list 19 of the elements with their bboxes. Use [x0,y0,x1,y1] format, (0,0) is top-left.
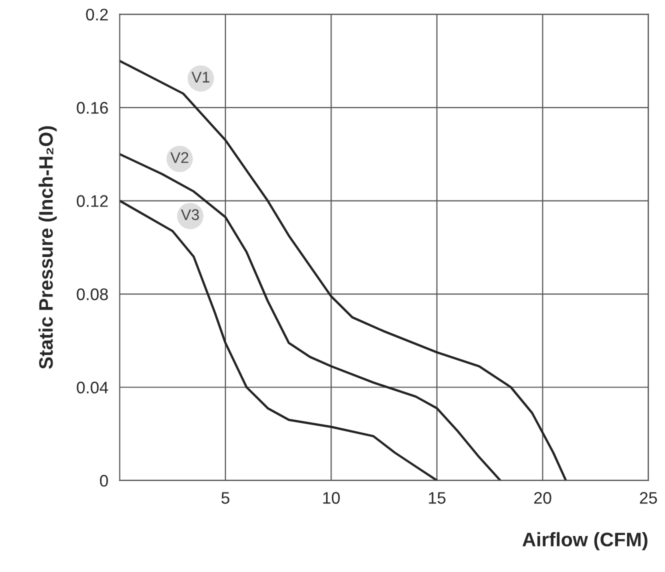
x-tick-label: 10 [323,492,340,504]
y-tick-label: 0 [100,474,108,487]
y-tick-label: 0.04 [76,382,108,394]
y-tick-label: 0.12 [76,195,108,207]
y-tick-label: 0.2 [86,8,108,21]
x-axis-title: Airflow (CFM) [522,532,648,550]
y-tick-label: 0.08 [76,288,108,300]
line-series [120,200,438,480]
y-tick-label: 0.16 [76,102,108,114]
x-tick-label: 15 [428,492,446,504]
series-label: V1 [192,72,210,82]
x-tick-label: 5 [221,492,230,504]
series-label: V3 [180,209,199,220]
y-axis-title: Static Pressure (Inch-H₂O) [38,126,57,369]
x-tick-label: 25 [640,492,657,504]
series-label: V2 [170,152,188,163]
line-series [120,60,568,480]
x-tick-label: 20 [534,492,552,504]
line-series [120,153,502,480]
